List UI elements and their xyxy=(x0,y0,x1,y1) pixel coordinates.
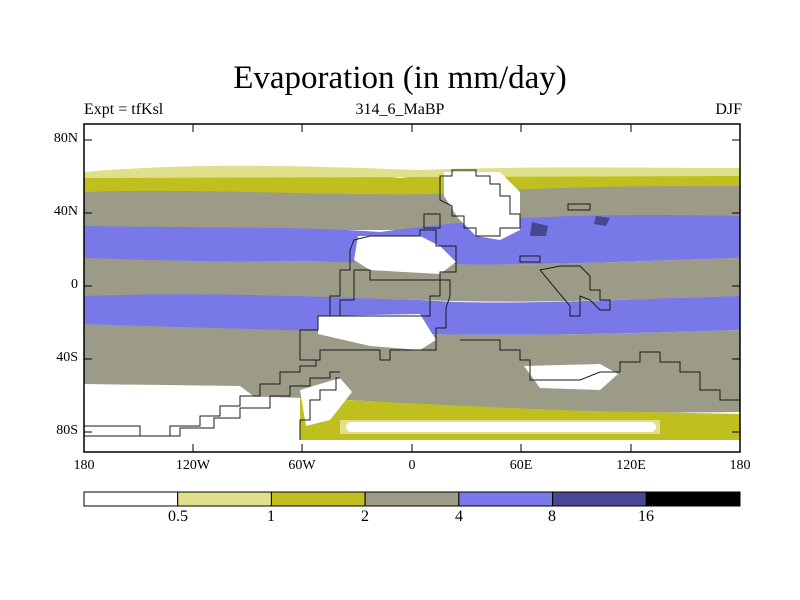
colorbar-swatch xyxy=(270,491,366,507)
pacific-island-interior xyxy=(300,378,352,426)
colorbar xyxy=(83,491,741,507)
lon-label: 180 xyxy=(73,458,95,473)
lat-label: 80N xyxy=(53,131,78,146)
colorbar-swatch xyxy=(552,491,647,507)
coastlines xyxy=(84,169,740,440)
colorbar-label: 8 xyxy=(548,508,556,525)
lon-label: 120E xyxy=(616,458,646,473)
band-lightyellow-north xyxy=(84,165,740,178)
axis-ticks xyxy=(84,124,740,452)
plot-title: Evaporation (in mm/day) xyxy=(233,60,567,96)
colorbar-swatch xyxy=(645,491,741,507)
colorbar-label: 4 xyxy=(455,508,463,525)
colorbar-label: 2 xyxy=(361,508,369,525)
south-continent-interior xyxy=(318,314,436,350)
lon-label: 120W xyxy=(175,458,211,473)
lon-label: 180 xyxy=(729,458,751,473)
equatorial-continent-interior xyxy=(354,236,456,274)
colorbar-swatch xyxy=(83,491,179,507)
colorbar-swatch xyxy=(364,491,460,507)
colorbar-swatch xyxy=(458,491,554,507)
lat-label: 80S xyxy=(56,423,78,438)
lon-label: 60W xyxy=(288,458,316,473)
experiment-label: Expt = tfKsl xyxy=(84,101,164,118)
band-grey-south xyxy=(84,324,740,413)
colorbar-label: 0.5 xyxy=(168,508,188,525)
time-period-label: 314_6_MaBP xyxy=(355,101,445,118)
lat-label: 40S xyxy=(56,350,78,365)
lon-label: 60E xyxy=(509,458,533,473)
east-deep-blue-patch xyxy=(530,222,548,236)
south-continent-interior-east xyxy=(524,364,618,390)
east-deep-blue-patch-2 xyxy=(594,216,610,226)
colorbar-label: 16 xyxy=(638,508,654,525)
north-continent-interior xyxy=(444,172,520,240)
colorbar-label: 1 xyxy=(267,508,275,525)
season-label: DJF xyxy=(715,101,742,118)
sw-landmass-interior xyxy=(84,384,256,424)
antarctic-ice-strip xyxy=(346,422,656,432)
lat-label: 0 xyxy=(71,277,78,292)
lat-label: 40N xyxy=(53,204,78,219)
colorbar-swatch xyxy=(177,491,272,507)
lon-label: 0 xyxy=(408,458,416,473)
